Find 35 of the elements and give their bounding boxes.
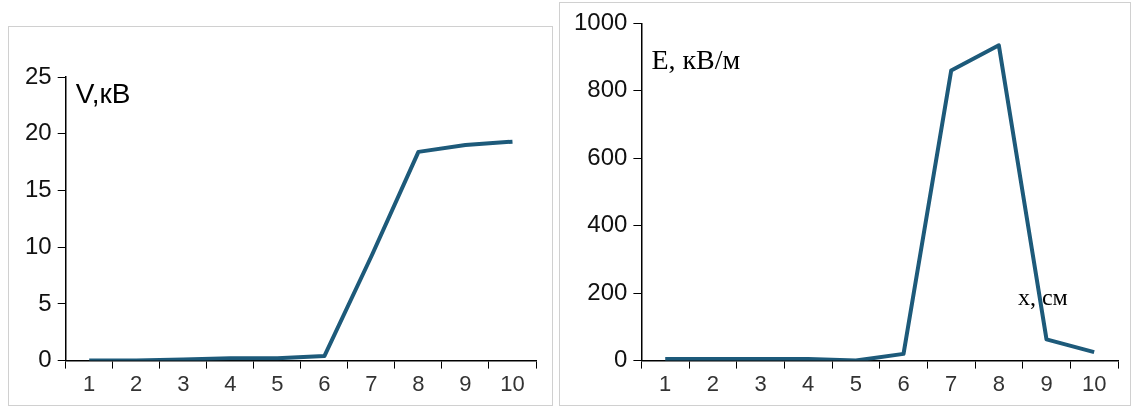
x-tick-label: 7 (945, 370, 958, 396)
x-tick-label: 8 (412, 370, 425, 396)
x-tick-label: 1 (659, 370, 672, 396)
x-tick-label: 5 (849, 370, 862, 396)
x-tick-label: 6 (318, 370, 331, 396)
y-tick-label: 800 (587, 75, 628, 103)
x-tick-label: 2 (130, 370, 143, 396)
x-axis-title: x, см (1017, 283, 1068, 310)
y-axis-title: E, кВ/м (651, 43, 741, 75)
y-tick-label: 1000 (574, 8, 628, 36)
y-tick-label: 400 (587, 210, 628, 238)
x-tick-label: 4 (224, 370, 237, 396)
x-tick-label: 1 (83, 370, 96, 396)
y-tick-label: 0 (614, 345, 628, 373)
y-axis-title: V,кВ (75, 77, 131, 109)
x-tick-label: 10 (1081, 370, 1107, 396)
y-tick-label: 200 (587, 277, 628, 305)
x-tick-label: 4 (802, 370, 815, 396)
y-tick-label: 600 (587, 142, 628, 170)
x-tick-label: 8 (992, 370, 1005, 396)
x-tick-label: 2 (706, 370, 720, 396)
x-tick-label: 3 (177, 370, 190, 396)
y-tick-label: 25 (24, 61, 52, 89)
x-tick-label: 10 (500, 370, 525, 396)
x-tick-label: 5 (271, 370, 284, 396)
y-tick-label: 5 (38, 288, 52, 316)
y-tick-label: 15 (24, 175, 52, 203)
x-tick-label: 6 (897, 370, 910, 396)
x-tick-label: 9 (1040, 370, 1053, 396)
x-tick-label: 7 (365, 370, 378, 396)
y-tick-label: 0 (38, 345, 52, 373)
y-tick-label: 10 (24, 231, 52, 259)
x-tick-label: 9 (459, 370, 472, 396)
x-tick-label: 3 (754, 370, 767, 396)
y-tick-label: 20 (24, 118, 52, 146)
